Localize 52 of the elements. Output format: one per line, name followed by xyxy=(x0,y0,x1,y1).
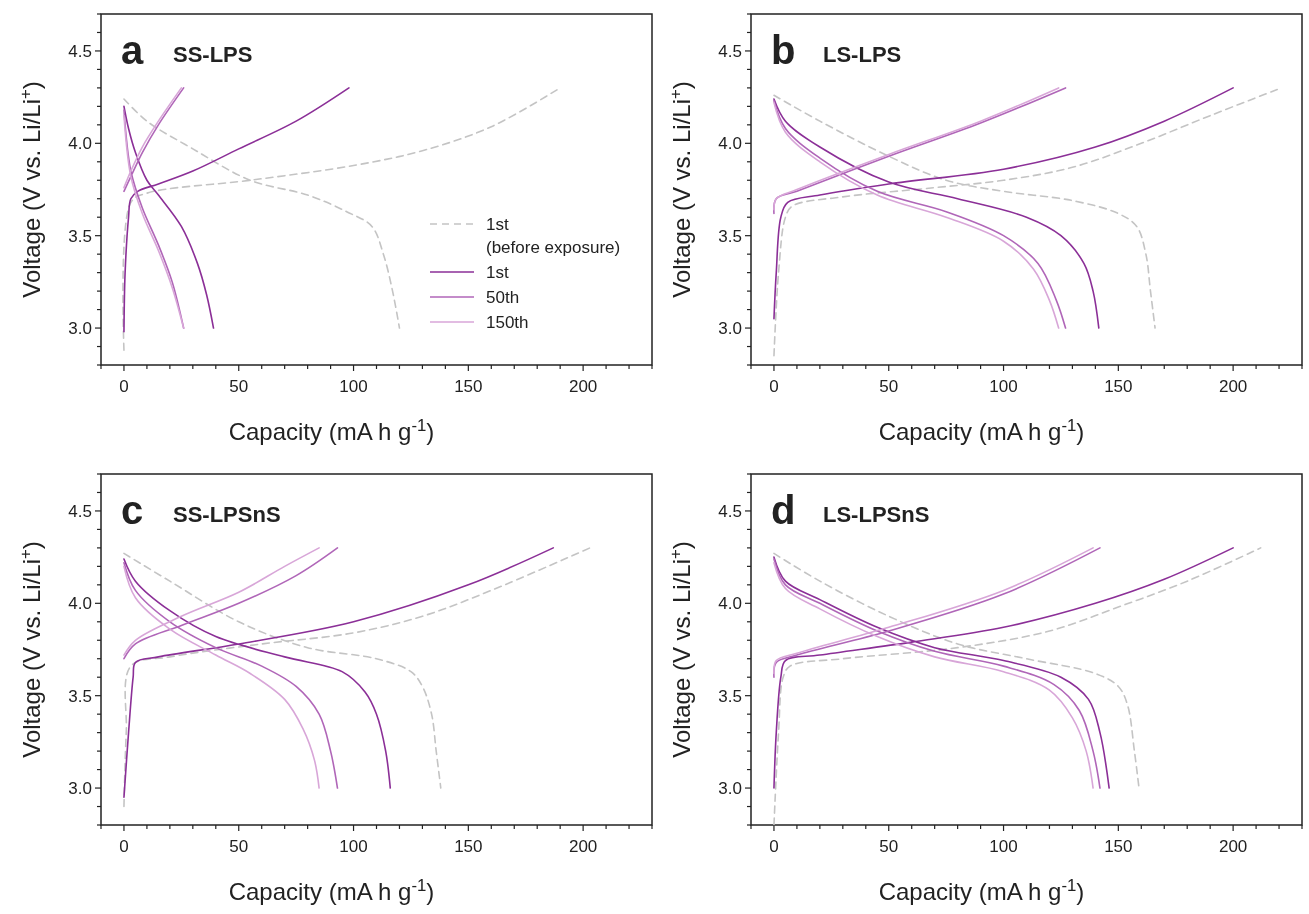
legend-label: 150th xyxy=(486,313,529,332)
x-tick-label: 50 xyxy=(229,837,249,856)
x-tick-label: 100 xyxy=(989,377,1018,396)
y-tick-label: 4.5 xyxy=(68,501,92,521)
x-tick-label: 200 xyxy=(1218,377,1248,396)
y-tick-label: 4.0 xyxy=(68,594,92,614)
x-tick-label: 50 xyxy=(879,377,899,396)
y-tick-label: 3.0 xyxy=(68,779,92,799)
y-tick-label: 3.5 xyxy=(68,226,92,246)
x-axis-title: Capacity (mA h g$^{-1}$) xyxy=(878,875,1085,905)
x-tick-label: 0 xyxy=(769,377,779,396)
y-tick-label: 4.5 xyxy=(68,41,92,61)
x-axis-title: Capacity (mA h g$^{-1}$) xyxy=(878,415,1085,445)
x-axis-title: Capacity (mA h g$^{-1}$) xyxy=(228,415,435,445)
y-tick-label: 4.5 xyxy=(718,501,742,521)
legend-label: 50th xyxy=(486,288,520,307)
x-axis-title: Capacity (mA h g$^{-1}$) xyxy=(228,875,435,905)
text: SS-LPS xyxy=(173,42,253,67)
x-tick-label: 50 xyxy=(229,377,249,396)
annotation: d xyxy=(771,488,796,532)
x-tick-label: 150 xyxy=(454,377,483,396)
y-tick-label: 4.0 xyxy=(68,134,92,154)
legend-label: 1st xyxy=(486,263,509,282)
x-tick-label: 200 xyxy=(568,377,598,396)
y-tick-label: 4.0 xyxy=(718,134,742,154)
x-tick-label: 200 xyxy=(1218,837,1248,856)
text: LS-LPS xyxy=(823,42,902,67)
annotation: a xyxy=(121,28,144,72)
y-tick-label: 3.0 xyxy=(718,779,742,799)
annotation: c xyxy=(121,488,144,532)
x-tick-label: 100 xyxy=(989,837,1018,856)
y-tick-label: 4.5 xyxy=(718,41,742,61)
y-tick-label: 3.5 xyxy=(718,226,742,246)
x-tick-label: 0 xyxy=(119,377,129,396)
y-tick-label: 3.0 xyxy=(718,319,742,339)
x-tick-label: 100 xyxy=(339,837,368,856)
y-tick-label: 3.5 xyxy=(68,686,92,706)
x-tick-label: 200 xyxy=(568,837,598,856)
x-tick-label: 150 xyxy=(1104,837,1133,856)
text: LS-LPSnS xyxy=(823,502,930,527)
x-tick-label: 0 xyxy=(119,837,129,856)
x-tick-label: 50 xyxy=(879,837,899,856)
y-tick-label: 4.0 xyxy=(718,594,742,614)
x-tick-label: 150 xyxy=(1104,377,1133,396)
y-tick-label: 3.0 xyxy=(68,319,92,339)
y-tick-label: 3.5 xyxy=(718,686,742,706)
x-tick-label: 150 xyxy=(454,837,483,856)
text: SS-LPSnS xyxy=(173,502,281,527)
x-tick-label: 100 xyxy=(339,377,368,396)
x-tick-label: 0 xyxy=(769,837,779,856)
annotation: b xyxy=(771,28,796,72)
legend-label: 1st (before exposure) xyxy=(486,215,621,257)
